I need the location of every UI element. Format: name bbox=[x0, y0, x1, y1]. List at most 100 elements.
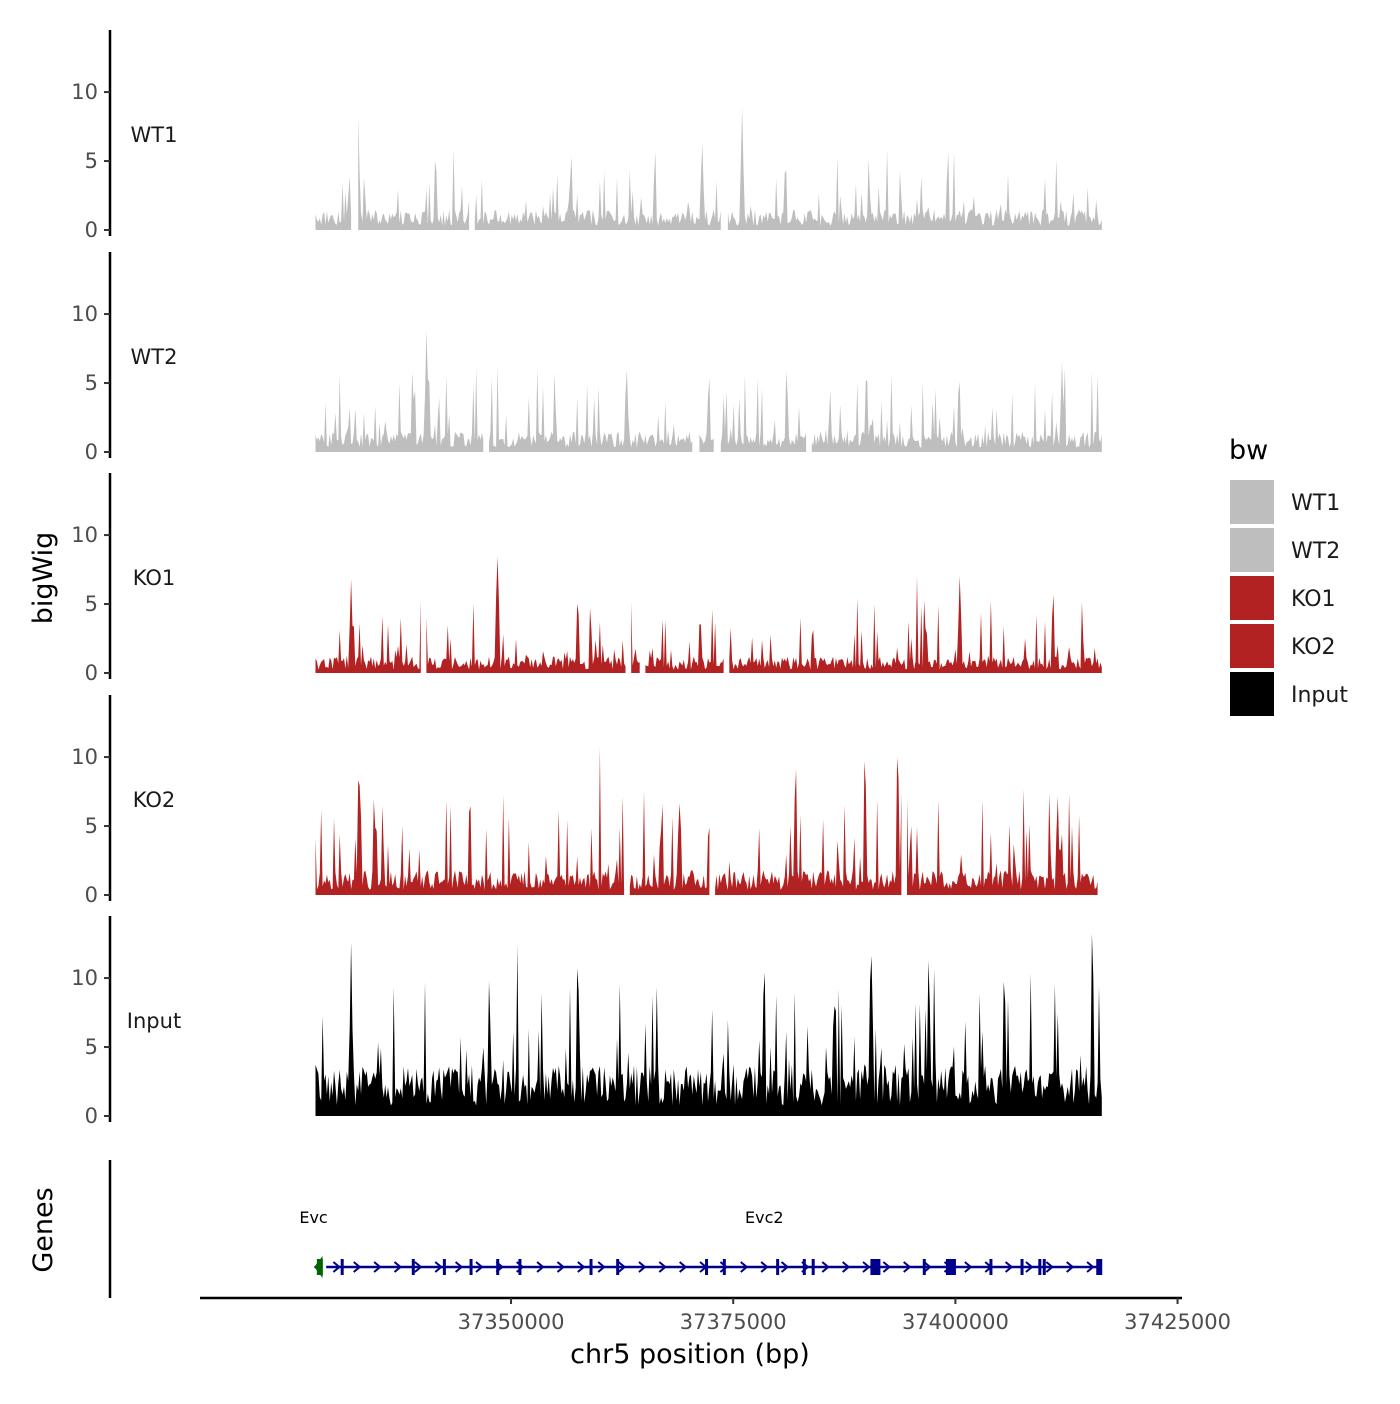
coverage-area-wt1 bbox=[315, 107, 1102, 230]
gene-strand-chevron bbox=[862, 1261, 871, 1273]
track-label: KO2 bbox=[133, 788, 176, 812]
legend-label-ko2: KO2 bbox=[1291, 635, 1336, 660]
gene-strand-chevron bbox=[332, 1261, 341, 1273]
coverage-area-ko2 bbox=[315, 747, 1098, 895]
y-tick-label: 0 bbox=[85, 1104, 98, 1128]
gene-strand-chevron bbox=[760, 1261, 769, 1273]
legend-swatch-input bbox=[1230, 672, 1274, 716]
gene-strand-chevron bbox=[475, 1261, 484, 1273]
track-input: 0 5 10 Input bbox=[71, 916, 1102, 1128]
legend-label-wt1: WT1 bbox=[1291, 491, 1340, 516]
legend-label-ko1: KO1 bbox=[1291, 587, 1336, 612]
coverage-tracks: 0 5 10 WT1 0 5 10 WT2 0 5 10 KO1 0 5 10 KO2 0 5 10 Input bbox=[71, 30, 1102, 1128]
gene-strand-chevron bbox=[434, 1261, 443, 1273]
x-axis-title: chr5 position (bp) bbox=[570, 1339, 810, 1370]
coverage-area-wt2 bbox=[315, 330, 1102, 452]
gene-exon bbox=[989, 1259, 993, 1275]
legend-label-input: Input bbox=[1291, 683, 1348, 708]
gene-exon bbox=[722, 1259, 726, 1275]
gene-strand-chevron bbox=[536, 1261, 545, 1273]
x-ticks: 37350000 37375000 37400000 37425000 bbox=[458, 1298, 1231, 1334]
gene-strand-chevron bbox=[780, 1261, 790, 1273]
legend-items: WT1 WT2 KO1 KO2 Input bbox=[1230, 480, 1348, 716]
gene-strand-chevron bbox=[1045, 1261, 1054, 1273]
gene-exon bbox=[589, 1259, 593, 1275]
gene-strand-chevron bbox=[353, 1261, 362, 1273]
track-ko2: 0 5 10 KO2 bbox=[71, 695, 1098, 907]
gene-exon bbox=[411, 1259, 415, 1275]
gene-strand-chevron bbox=[821, 1261, 830, 1273]
gene-exon bbox=[340, 1259, 344, 1275]
gene-label: Evc bbox=[299, 1208, 327, 1227]
x-tick-label: 37375000 bbox=[680, 1310, 787, 1334]
y-tick-label: 0 bbox=[85, 661, 98, 685]
gene-exon bbox=[442, 1259, 446, 1275]
gene-strand-chevron bbox=[740, 1261, 749, 1273]
y-tick-label: 5 bbox=[85, 814, 98, 838]
gene-strand-chevron bbox=[373, 1261, 382, 1273]
y-axis-title: bigWig bbox=[28, 532, 59, 625]
gene-exon bbox=[1020, 1259, 1024, 1275]
legend-swatch-wt2 bbox=[1230, 528, 1274, 572]
gene-strand-chevron bbox=[658, 1261, 667, 1273]
track-label: KO1 bbox=[133, 566, 176, 590]
gene-exon bbox=[496, 1259, 500, 1275]
y-tick-label: 0 bbox=[85, 883, 98, 907]
y-tick-label: 5 bbox=[85, 592, 98, 616]
legend-title: bw bbox=[1229, 435, 1268, 466]
coverage-area-ko1 bbox=[315, 556, 1102, 673]
gene-strand-chevron bbox=[882, 1261, 891, 1273]
x-tick-label: 37350000 bbox=[458, 1310, 565, 1334]
gene-evc: Evc bbox=[299, 1208, 328, 1278]
gene-evc2: Evc2 bbox=[326, 1208, 1103, 1275]
y-tick-label: 10 bbox=[71, 80, 98, 104]
gene-strand-chevron bbox=[577, 1261, 586, 1273]
y-tick-label: 10 bbox=[71, 523, 98, 547]
y-tick-label: 5 bbox=[85, 1035, 98, 1059]
gene-exon bbox=[1038, 1259, 1042, 1275]
genes-axis-title: Genes bbox=[28, 1187, 59, 1272]
coverage-area-input bbox=[315, 933, 1102, 1116]
gene-exon bbox=[811, 1259, 815, 1275]
gene-exon bbox=[776, 1259, 780, 1275]
gene-strand-chevron bbox=[964, 1261, 973, 1273]
track-label: WT1 bbox=[131, 123, 178, 147]
gene-strand-chevron bbox=[638, 1261, 647, 1273]
legend-label-wt2: WT2 bbox=[1291, 539, 1340, 564]
gene-label: Evc2 bbox=[745, 1208, 784, 1227]
x-tick-label: 37425000 bbox=[1124, 1310, 1231, 1334]
gene-exon bbox=[922, 1259, 926, 1275]
gene-strand-chevron bbox=[719, 1261, 728, 1273]
y-tick-label: 5 bbox=[85, 149, 98, 173]
gene-strand-chevron bbox=[923, 1261, 932, 1273]
gene-strand-chevron bbox=[841, 1261, 851, 1273]
y-tick-label: 0 bbox=[85, 218, 98, 242]
track-label: WT2 bbox=[131, 345, 178, 369]
x-tick-label: 37400000 bbox=[902, 1310, 1009, 1334]
gene-strand-chevron bbox=[414, 1261, 423, 1273]
y-tick-label: 0 bbox=[85, 440, 98, 464]
gene-exon bbox=[518, 1259, 522, 1275]
legend-swatch-ko1 bbox=[1230, 576, 1274, 620]
track-wt2: 0 5 10 WT2 bbox=[71, 252, 1102, 464]
gene-exon bbox=[1096, 1259, 1103, 1275]
gene-exon bbox=[1042, 1259, 1046, 1275]
x-axis: 37350000 37375000 37400000 37425000 chr5 po… bbox=[200, 1296, 1231, 1370]
track-label: Input bbox=[127, 1009, 181, 1033]
gene-strand-chevron bbox=[1025, 1261, 1034, 1273]
y-tick-label: 5 bbox=[85, 371, 98, 395]
y-tick-label: 10 bbox=[71, 966, 98, 990]
gene-exon bbox=[316, 1259, 323, 1275]
legend: bw WT1 WT2 KO1 KO2 Input bbox=[1229, 435, 1348, 716]
gene-strand-chevron bbox=[617, 1261, 627, 1273]
gene-strand-chevron bbox=[1066, 1261, 1075, 1273]
gene-strand-chevron bbox=[597, 1261, 606, 1273]
y-tick-label: 10 bbox=[71, 745, 98, 769]
gene-strand-chevron bbox=[1004, 1261, 1014, 1273]
gene-strand-chevron bbox=[679, 1261, 688, 1273]
gene-exon bbox=[705, 1259, 709, 1275]
gene-exon bbox=[945, 1259, 956, 1275]
legend-swatch-wt1 bbox=[1230, 480, 1274, 524]
